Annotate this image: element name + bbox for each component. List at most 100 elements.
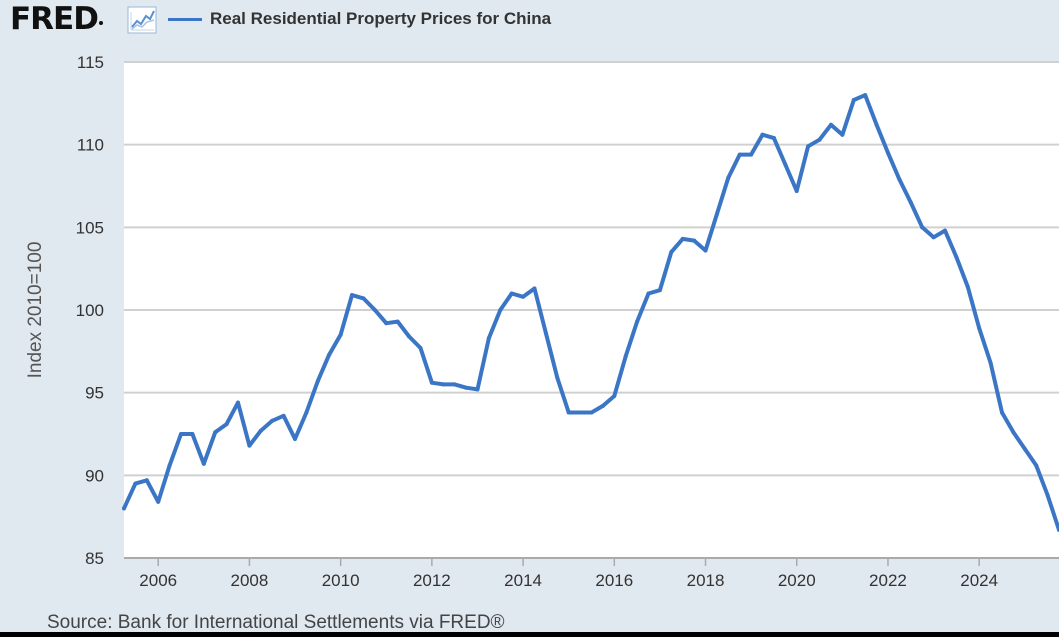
data-point[interactable]: [965, 284, 970, 289]
data-point[interactable]: [555, 375, 560, 380]
data-point[interactable]: [122, 506, 126, 511]
data-point[interactable]: [167, 463, 172, 468]
data-point[interactable]: [384, 321, 389, 326]
data-point[interactable]: [703, 248, 708, 253]
data-point[interactable]: [498, 308, 503, 312]
data-point[interactable]: [999, 410, 1004, 415]
data-point[interactable]: [236, 400, 241, 405]
data-point[interactable]: [589, 410, 594, 415]
data-point[interactable]: [1034, 463, 1039, 468]
data-point[interactable]: [156, 499, 161, 504]
data-point[interactable]: [988, 360, 993, 365]
data-point[interactable]: [338, 332, 343, 337]
data-point[interactable]: [612, 393, 617, 398]
data-point[interactable]: [851, 98, 856, 103]
legend-label: Real Residential Property Prices for Chi…: [210, 9, 552, 28]
data-point[interactable]: [669, 250, 674, 255]
data-point[interactable]: [794, 188, 799, 193]
x-tick-label: 2018: [687, 571, 725, 590]
data-point[interactable]: [566, 410, 571, 415]
data-point[interactable]: [954, 255, 959, 260]
data-point[interactable]: [828, 122, 833, 127]
data-point[interactable]: [247, 443, 252, 448]
y-axis-ticks: 85 90 95 100 105 110 115: [76, 53, 104, 568]
data-point[interactable]: [874, 122, 879, 127]
data-point[interactable]: [350, 293, 355, 298]
data-point[interactable]: [920, 225, 925, 230]
y-tick-label: 95: [85, 384, 104, 403]
data-point[interactable]: [1011, 430, 1016, 435]
data-point[interactable]: [680, 236, 685, 241]
data-point[interactable]: [452, 382, 457, 387]
chart-legend: Real Residential Property Prices for Chi…: [168, 8, 551, 30]
data-point[interactable]: [190, 432, 195, 436]
data-point[interactable]: [806, 144, 811, 149]
data-point[interactable]: [429, 380, 434, 385]
data-point[interactable]: [714, 212, 719, 217]
data-point[interactable]: [635, 319, 640, 324]
data-point[interactable]: [646, 291, 651, 296]
data-point[interactable]: [281, 413, 286, 418]
data-point[interactable]: [657, 288, 662, 293]
data-point[interactable]: [931, 235, 936, 240]
data-point[interactable]: [863, 93, 868, 98]
x-tick-label: 2022: [869, 571, 907, 590]
data-point[interactable]: [407, 334, 412, 339]
data-point[interactable]: [817, 137, 822, 142]
data-point[interactable]: [418, 346, 423, 351]
data-point[interactable]: [532, 286, 537, 291]
data-point[interactable]: [771, 136, 776, 141]
data-point[interactable]: [749, 152, 754, 157]
data-point[interactable]: [361, 296, 366, 301]
data-point[interactable]: [133, 481, 138, 486]
data-point[interactable]: [840, 132, 845, 137]
data-point[interactable]: [304, 410, 309, 415]
data-point[interactable]: [783, 162, 788, 167]
data-point[interactable]: [977, 326, 982, 331]
fred-logo-text: FRED: [10, 1, 99, 37]
y-axis-title: Index 2010=100: [25, 242, 46, 379]
data-point[interactable]: [293, 436, 298, 441]
x-tick-label: 2006: [139, 571, 177, 590]
y-tick-label: 85: [85, 549, 104, 568]
x-tick-label: 2014: [504, 571, 542, 590]
data-point[interactable]: [885, 150, 890, 155]
data-point[interactable]: [578, 410, 583, 415]
data-point[interactable]: [372, 308, 377, 312]
data-point[interactable]: [201, 461, 206, 466]
data-point[interactable]: [726, 175, 731, 180]
chart-header: FRED Real Residential Property Prices fo…: [0, 0, 1059, 40]
data-point[interactable]: [315, 379, 320, 384]
data-point[interactable]: [760, 132, 765, 137]
data-point[interactable]: [1022, 446, 1027, 451]
data-point[interactable]: [942, 228, 947, 233]
data-point[interactable]: [327, 352, 332, 357]
data-point[interactable]: [258, 428, 263, 433]
data-point[interactable]: [395, 319, 400, 324]
data-point[interactable]: [464, 385, 469, 390]
data-point[interactable]: [441, 382, 446, 387]
y-tick-label: 100: [76, 301, 104, 320]
data-point[interactable]: [623, 354, 628, 359]
fred-logo[interactable]: FRED: [10, 2, 103, 36]
line-graph-icon[interactable]: [127, 6, 157, 34]
data-point[interactable]: [509, 291, 514, 296]
x-tick-label: 2010: [322, 571, 360, 590]
data-point[interactable]: [908, 200, 913, 205]
data-point[interactable]: [475, 387, 480, 392]
y-tick-label: 105: [76, 218, 104, 237]
data-point[interactable]: [486, 336, 491, 341]
data-point[interactable]: [600, 403, 605, 408]
data-point[interactable]: [224, 422, 229, 427]
data-point[interactable]: [1045, 493, 1050, 498]
data-point[interactable]: [737, 152, 742, 157]
data-point[interactable]: [521, 294, 526, 299]
data-point[interactable]: [270, 418, 275, 423]
data-point[interactable]: [179, 432, 184, 436]
x-tick-label: 2012: [413, 571, 451, 590]
data-point[interactable]: [692, 238, 697, 243]
data-point[interactable]: [543, 331, 548, 336]
data-point[interactable]: [144, 478, 149, 483]
data-point[interactable]: [213, 430, 218, 435]
data-point[interactable]: [897, 177, 902, 182]
